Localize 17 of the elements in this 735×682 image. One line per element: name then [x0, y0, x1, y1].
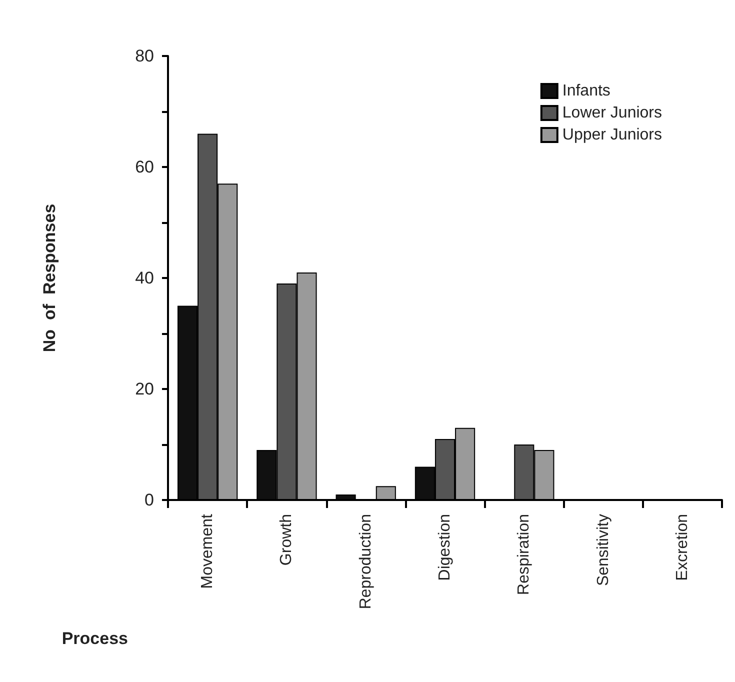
x-tick-label: Digestion	[436, 514, 454, 581]
y-tick-label: 20	[135, 380, 154, 398]
y-tick-label: 80	[135, 46, 154, 66]
y-tick-label: 0	[144, 490, 154, 510]
y-axis-title: No of Responses	[40, 204, 59, 352]
x-tick-label: Respiration	[516, 514, 533, 595]
legend-label: Lower Juniors	[562, 104, 662, 122]
legend-label: Upper Juniors	[562, 126, 662, 144]
x-tick-label: Movement	[199, 513, 216, 589]
y-tick-label: 60	[135, 158, 154, 176]
legend-label: Infants	[562, 82, 610, 100]
y-tick-label: 40	[135, 268, 154, 288]
x-axis-title: Process	[62, 629, 128, 648]
x-tick-label: Reproduction	[357, 514, 374, 610]
x-tick-label: Sensitivity	[594, 514, 612, 586]
x-tick-label: Growth	[278, 514, 296, 566]
x-tick-label: Excretion	[674, 514, 691, 581]
